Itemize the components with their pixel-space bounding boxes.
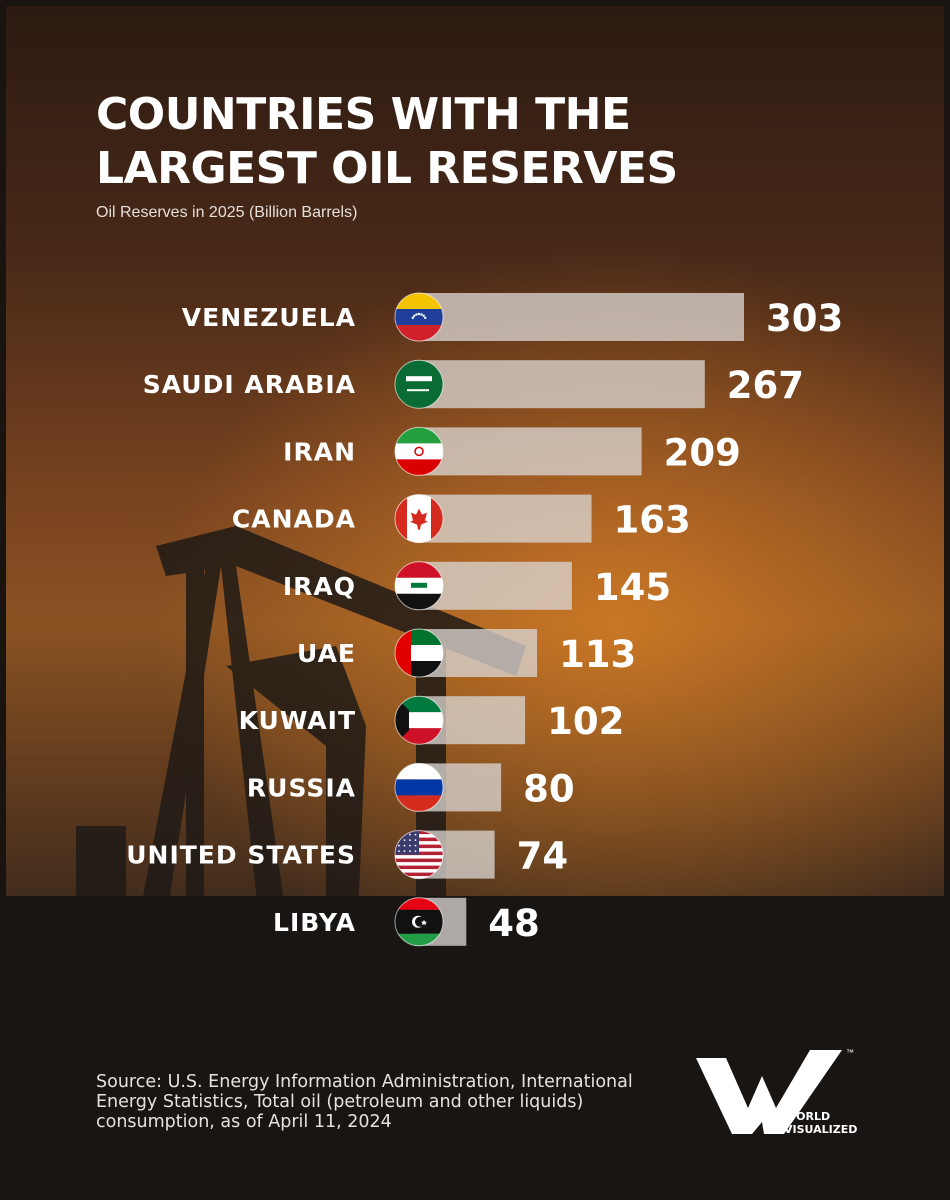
- category-label: RUSSIA: [247, 773, 356, 802]
- value-label: 80: [523, 767, 575, 810]
- bar: [414, 293, 744, 341]
- russia-flag-icon: [394, 762, 444, 812]
- value-label: 145: [594, 566, 671, 609]
- category-label: VENEZUELA: [182, 303, 356, 332]
- logo-line2: VISUALIZED: [784, 1123, 858, 1136]
- iraq-flag-icon: [394, 561, 444, 611]
- libya-flag-icon: [394, 897, 444, 947]
- category-label: SAUDI ARABIA: [143, 370, 356, 399]
- value-label: 303: [766, 297, 843, 340]
- logo-line1: WORLD: [784, 1110, 831, 1123]
- category-label: LIBYA: [273, 908, 356, 937]
- chart-subtitle: Oil Reserves in 2025 (Billion Barrels): [96, 204, 358, 221]
- value-label: 209: [664, 431, 741, 474]
- canada-flag-icon: [394, 494, 444, 544]
- venezuela-flag-icon: [394, 292, 444, 342]
- logo-wordmark: WORLD VISUALIZED: [784, 1110, 857, 1136]
- category-label: UAE: [297, 639, 356, 668]
- value-label: 113: [559, 633, 636, 676]
- world-visualized-logo-icon: [696, 1050, 842, 1134]
- logo-trademark: ™: [846, 1048, 854, 1057]
- category-label: UNITED STATES: [126, 841, 356, 870]
- value-label: 163: [614, 499, 691, 542]
- category-label: KUWAIT: [239, 706, 356, 735]
- iran-flag-icon: [394, 426, 444, 476]
- category-label: IRAQ: [283, 572, 356, 601]
- chart-title: COUNTRIES WITH THE LARGEST OIL RESERVES: [96, 88, 678, 196]
- bar-chart: VENEZUELA 303 SAUDI ARABIA 267 IRAN 209 CANADA…: [126, 292, 843, 947]
- value-label: 74: [517, 835, 569, 878]
- oil-pump-silhouette: [6, 526, 944, 1194]
- bar: [414, 360, 705, 409]
- saudi-arabia-flag-icon: [394, 359, 444, 409]
- value-label: 102: [547, 700, 624, 743]
- chart-title-line: LARGEST OIL RESERVES: [96, 143, 678, 194]
- infographic: COUNTRIES WITH THE LARGEST OIL RESERVES O…: [6, 6, 944, 1194]
- uae-flag-icon: [394, 628, 444, 678]
- category-label: CANADA: [232, 505, 356, 534]
- value-label: 267: [727, 364, 804, 407]
- kuwait-flag-icon: [394, 695, 444, 745]
- united-states-flag-icon: [394, 830, 444, 880]
- bar: [414, 494, 592, 543]
- value-label: 48: [488, 902, 540, 945]
- category-label: IRAN: [283, 437, 356, 466]
- chart-title-line: COUNTRIES WITH THE: [96, 89, 631, 140]
- bar: [414, 427, 642, 476]
- source-note: Source: U.S. Energy Information Administ…: [96, 1072, 633, 1132]
